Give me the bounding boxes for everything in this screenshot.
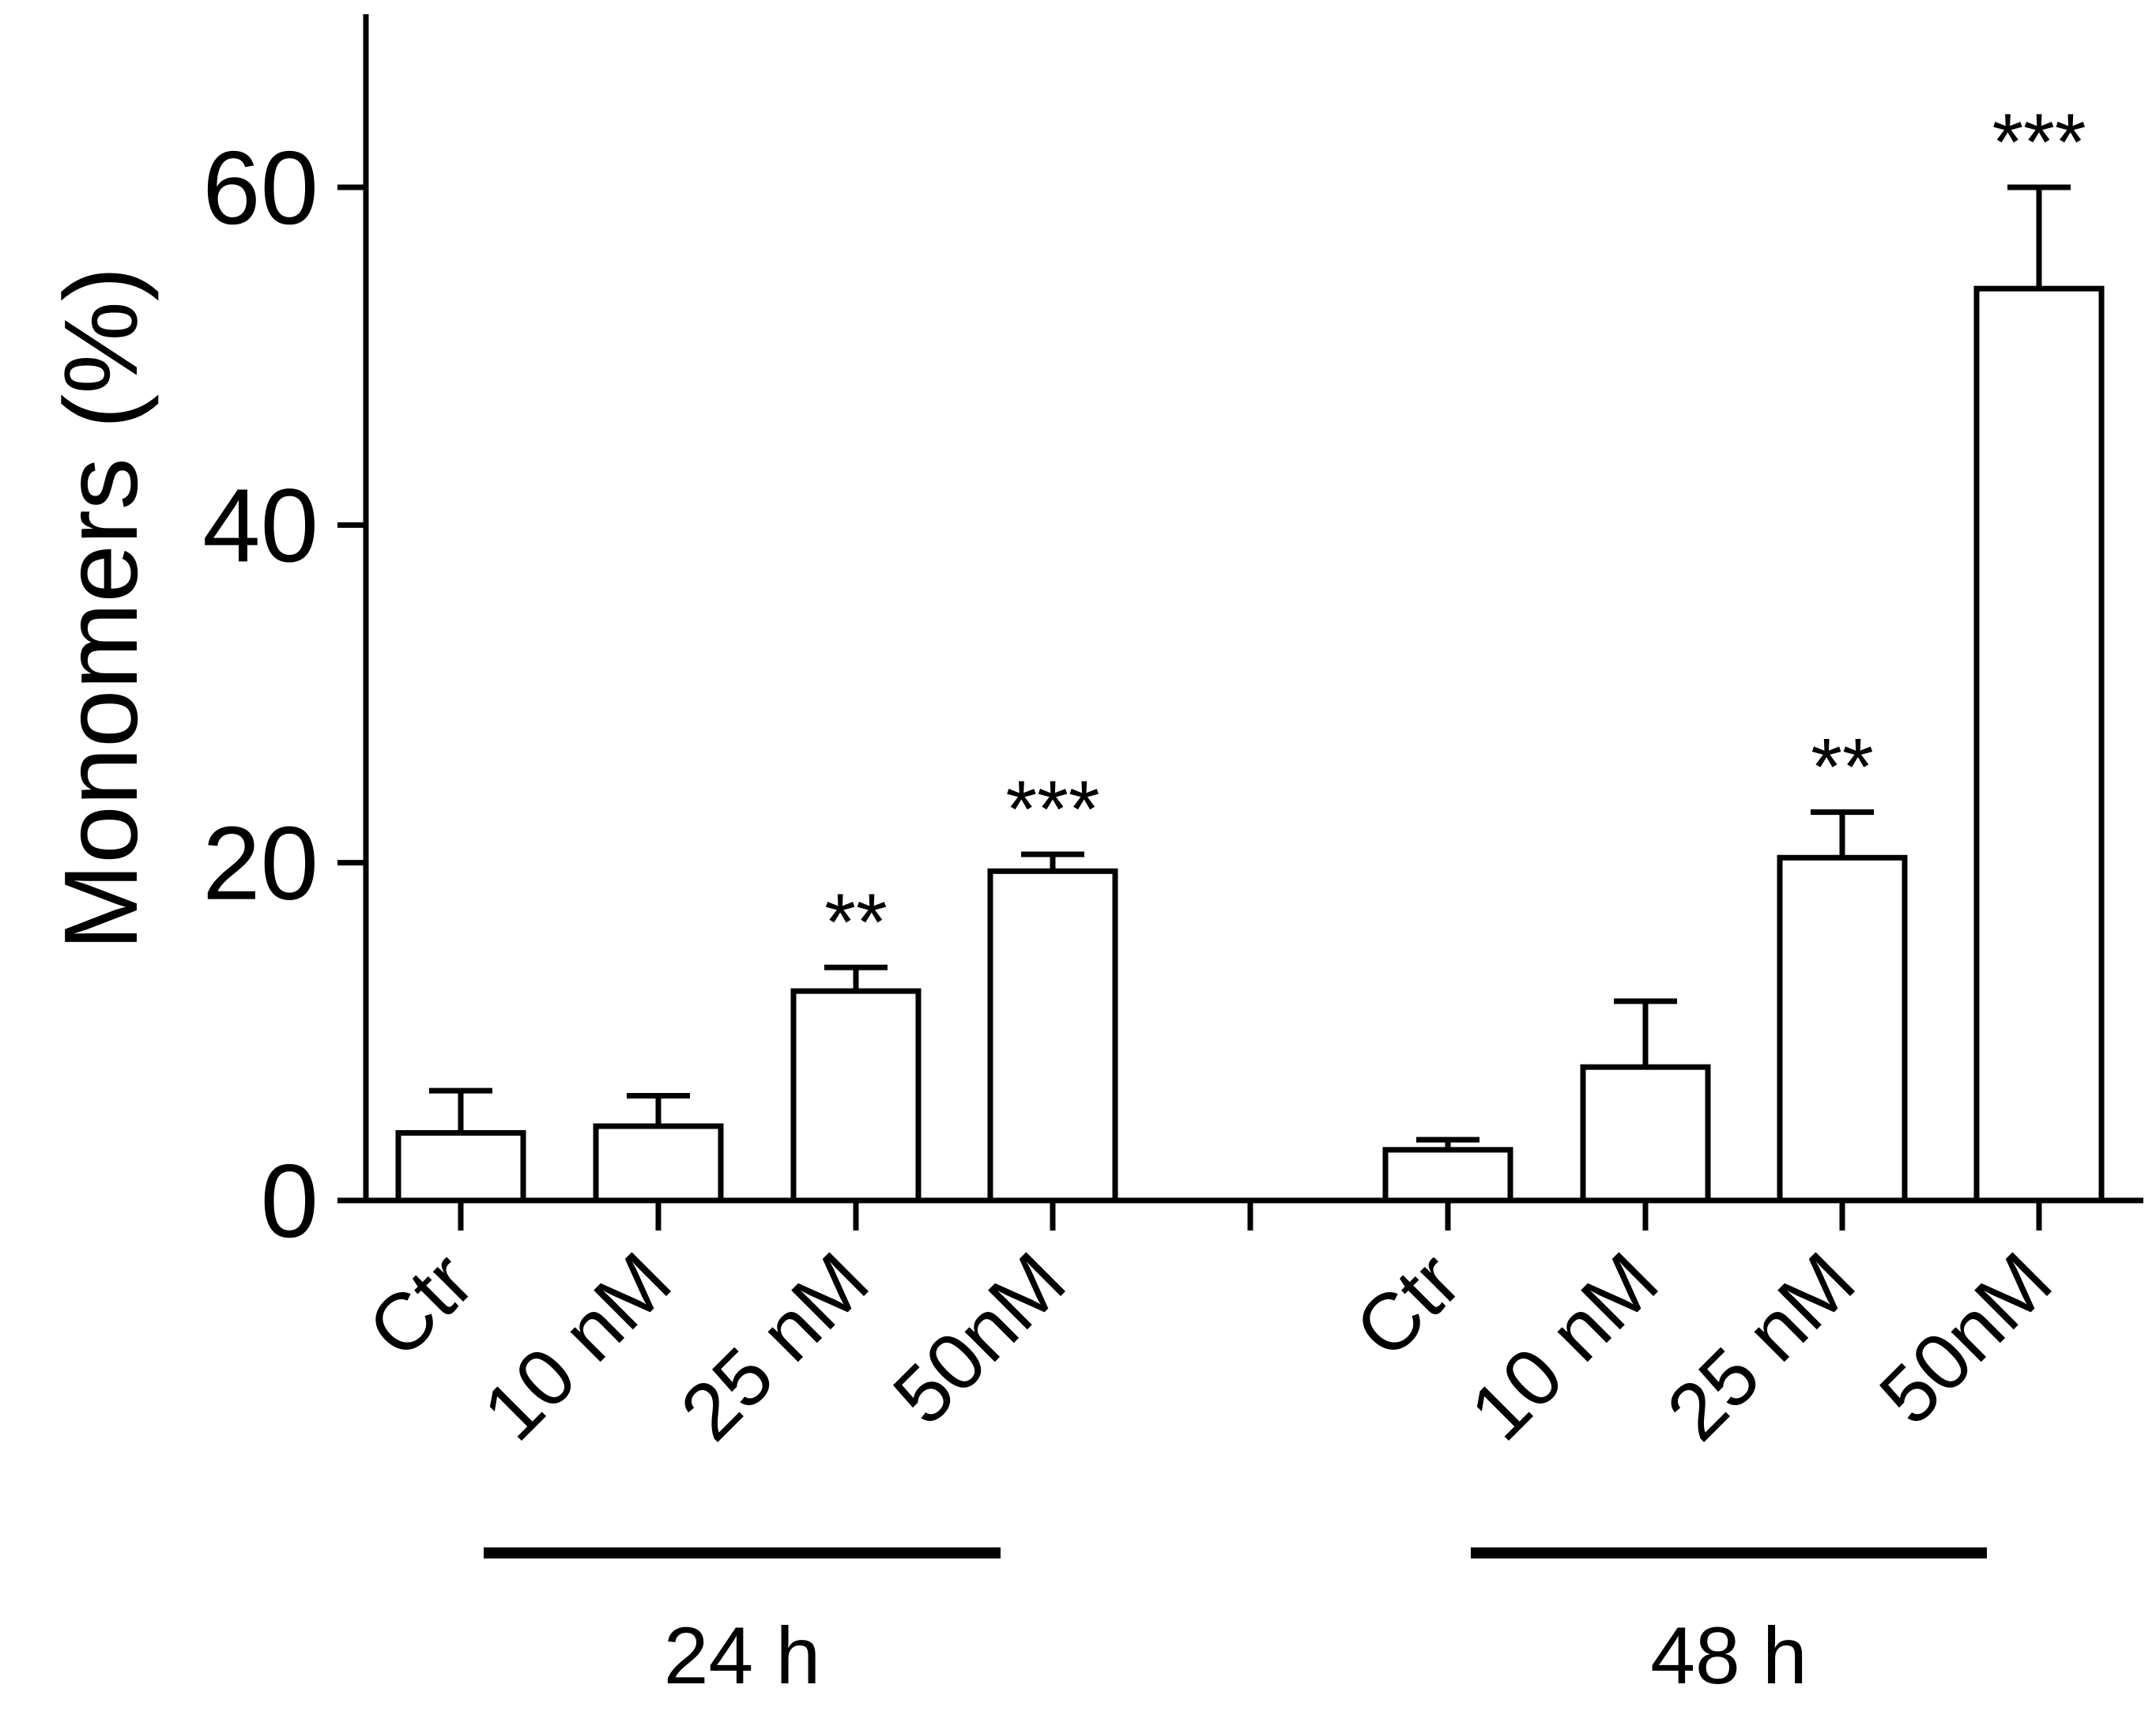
bar-5 <box>1382 1147 1513 1204</box>
significance-marker: *** <box>1005 764 1099 854</box>
significance-marker: *** <box>1992 97 2086 187</box>
x-tick-label: 25 nM <box>1649 1235 1871 1457</box>
x-tick-label: Ctr <box>351 1235 491 1375</box>
y-tick-label: 60 <box>202 130 318 246</box>
bar-3 <box>790 988 922 1204</box>
x-tick-label: 10 nM <box>1453 1235 1675 1457</box>
significance-marker: ** <box>824 877 887 967</box>
bar-4 <box>987 868 1118 1204</box>
group-label: 24 h <box>664 1611 821 1701</box>
bar-7 <box>1777 854 1908 1204</box>
y-tick-label: 20 <box>202 805 318 921</box>
bar-2 <box>593 1123 724 1204</box>
significance-marker: ** <box>1811 722 1873 812</box>
x-tick-label: 50nM <box>876 1235 1083 1442</box>
x-tick-label: Ctr <box>1338 1235 1478 1375</box>
y-tick-label: 0 <box>261 1143 318 1259</box>
bar-1 <box>395 1130 526 1204</box>
y-axis-label: Monomers (%) <box>43 266 159 950</box>
x-tick-label: 25 nM <box>663 1235 885 1457</box>
x-tick-label: 50nM <box>1863 1235 2069 1442</box>
x-tick-label: 10 nM <box>466 1235 688 1457</box>
bar-8 <box>1973 285 2105 1204</box>
group-label: 48 h <box>1650 1611 1807 1701</box>
y-tick-label: 40 <box>202 467 318 583</box>
bar-6 <box>1580 1064 1711 1204</box>
